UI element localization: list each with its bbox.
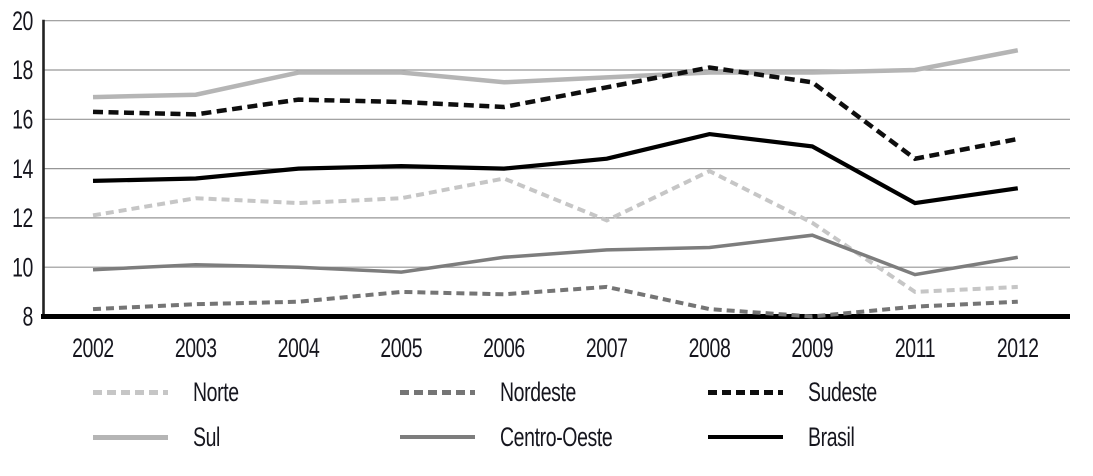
series-line-brasil [92,131,1019,206]
legend-swatch-brasil [708,435,783,439]
legend-item-centro-oeste: Centro-Oeste [400,421,656,452]
x-tick-label-2007: 2007 [586,333,628,363]
legend-swatch-sul [93,434,168,440]
legend-swatch-nordeste [400,389,475,395]
y-tick-label-14: 14 [12,154,33,184]
legend-label-sul: Sul [193,421,221,452]
legend-label-centro-oeste: Centro-Oeste [500,421,613,452]
legend-swatch-sudeste [708,389,783,395]
series-line-norte [92,168,1018,294]
legend-item-norte: Norte [93,376,257,407]
y-tick-label-12: 12 [12,203,33,233]
x-tick-label-2006: 2006 [483,333,525,363]
y-tick-label-18: 18 [12,55,33,85]
legend-label-nordeste: Nordeste [500,376,577,407]
x-tick-label-2004: 2004 [278,333,320,363]
legend-item-nordeste: Nordeste [400,376,606,407]
x-tick-label-2008: 2008 [689,333,731,363]
y-tick-label-20: 20 [12,6,33,36]
x-tick-label-2002: 2002 [72,333,114,363]
x-tick-label-2009: 2009 [791,333,833,363]
series-line-centro-oeste [92,233,1019,277]
legend-label-brasil: Brasil [808,421,855,452]
x-tick-label-2012: 2012 [997,333,1039,363]
x-tick-label-2003: 2003 [175,333,217,363]
legend-item-sul: Sul [93,421,231,452]
legend-item-sudeste: Sudeste [708,376,904,407]
x-tick-label-2011: 2011 [895,333,935,363]
legend-swatch-centro-oeste [400,435,475,439]
legend-swatch-norte [93,389,168,395]
y-tick-label-8: 8 [23,302,34,332]
legend-label-sudeste: Sudeste [808,376,877,407]
series-line-nordeste [92,284,1018,319]
x-tick-label-2005: 2005 [380,333,422,363]
legend-label-norte: Norte [193,376,239,407]
y-tick-label-16: 16 [12,104,33,134]
legend-item-brasil: Brasil [708,421,873,452]
series-line-sul [92,48,1019,100]
y-tick-label-10: 10 [12,252,33,282]
